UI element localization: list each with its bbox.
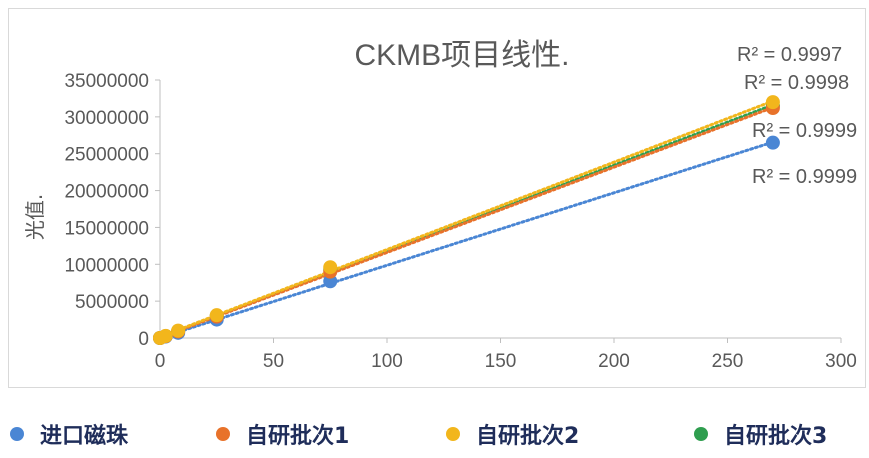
x-tick-label: 250 <box>712 351 744 372</box>
legend-item: 进口磁珠 <box>10 418 128 450</box>
y-tick-label: 25000000 <box>64 145 149 166</box>
x-tick-label: 100 <box>371 351 403 372</box>
data-point <box>765 135 780 150</box>
y-tick-label: 35000000 <box>64 71 149 92</box>
legend: 进口磁珠 自研批次1 自研批次2 自研批次3 <box>0 418 869 458</box>
legend-item: 自研批次2 <box>446 418 579 450</box>
legend-marker <box>694 427 708 441</box>
chart-frame: CKMB项目线性. 光值. 0 50 100 150 200 250 300 0 5000000… <box>8 8 866 388</box>
y-tick-label: 0 <box>138 329 149 350</box>
x-tick-label: 200 <box>598 351 630 372</box>
legend-item: 自研批次1 <box>216 418 349 450</box>
y-tick-label: 10000000 <box>64 255 149 276</box>
legend-marker <box>10 427 24 441</box>
data-point <box>323 260 338 275</box>
data-points <box>153 95 780 345</box>
legend-marker <box>216 427 230 441</box>
x-tick-label: 0 <box>155 351 166 372</box>
trendline <box>158 105 775 340</box>
y-tick-label: 30000000 <box>64 108 149 129</box>
data-point <box>209 308 224 323</box>
trendline <box>158 140 775 340</box>
y-tick-label: 5000000 <box>75 292 149 313</box>
x-tick-label: 150 <box>485 351 517 372</box>
r2-label: R² = 0.9997 <box>737 44 842 66</box>
r2-label: R² = 0.9998 <box>744 72 849 94</box>
legend-marker <box>446 427 460 441</box>
y-axis-label: 光值. <box>23 194 47 240</box>
y-tick-label: 15000000 <box>64 218 149 239</box>
r2-labels: R² = 0.9999 R² = 0.9998 R² = 0.9997 R² = 0.… <box>737 44 857 188</box>
legend-label: 自研批次1 <box>246 424 350 449</box>
legend-label: 进口磁珠 <box>40 424 129 449</box>
x-tick-label: 300 <box>825 351 857 372</box>
y-tick-label: 20000000 <box>64 182 149 203</box>
data-point <box>765 95 780 110</box>
chart-title: CKMB项目线性. <box>354 39 569 72</box>
axes: 0 50 100 150 200 250 300 0 5000000 10000000 150000… <box>64 71 856 372</box>
chart-svg: CKMB项目线性. 光值. 0 50 100 150 200 250 300 0 5000000… <box>23 39 857 372</box>
r2-label: R² = 0.9999 <box>752 120 857 142</box>
data-point <box>323 274 338 289</box>
legend-item: 自研批次3 <box>694 418 827 450</box>
trendlines <box>158 99 775 340</box>
r2-label: R² = 0.9999 <box>752 166 857 188</box>
data-point <box>171 323 186 338</box>
trendline <box>158 99 775 339</box>
x-tick-label: 50 <box>263 351 284 372</box>
legend-label: 自研批次2 <box>476 424 580 449</box>
data-point <box>158 328 173 343</box>
legend-label: 自研批次3 <box>724 424 828 449</box>
